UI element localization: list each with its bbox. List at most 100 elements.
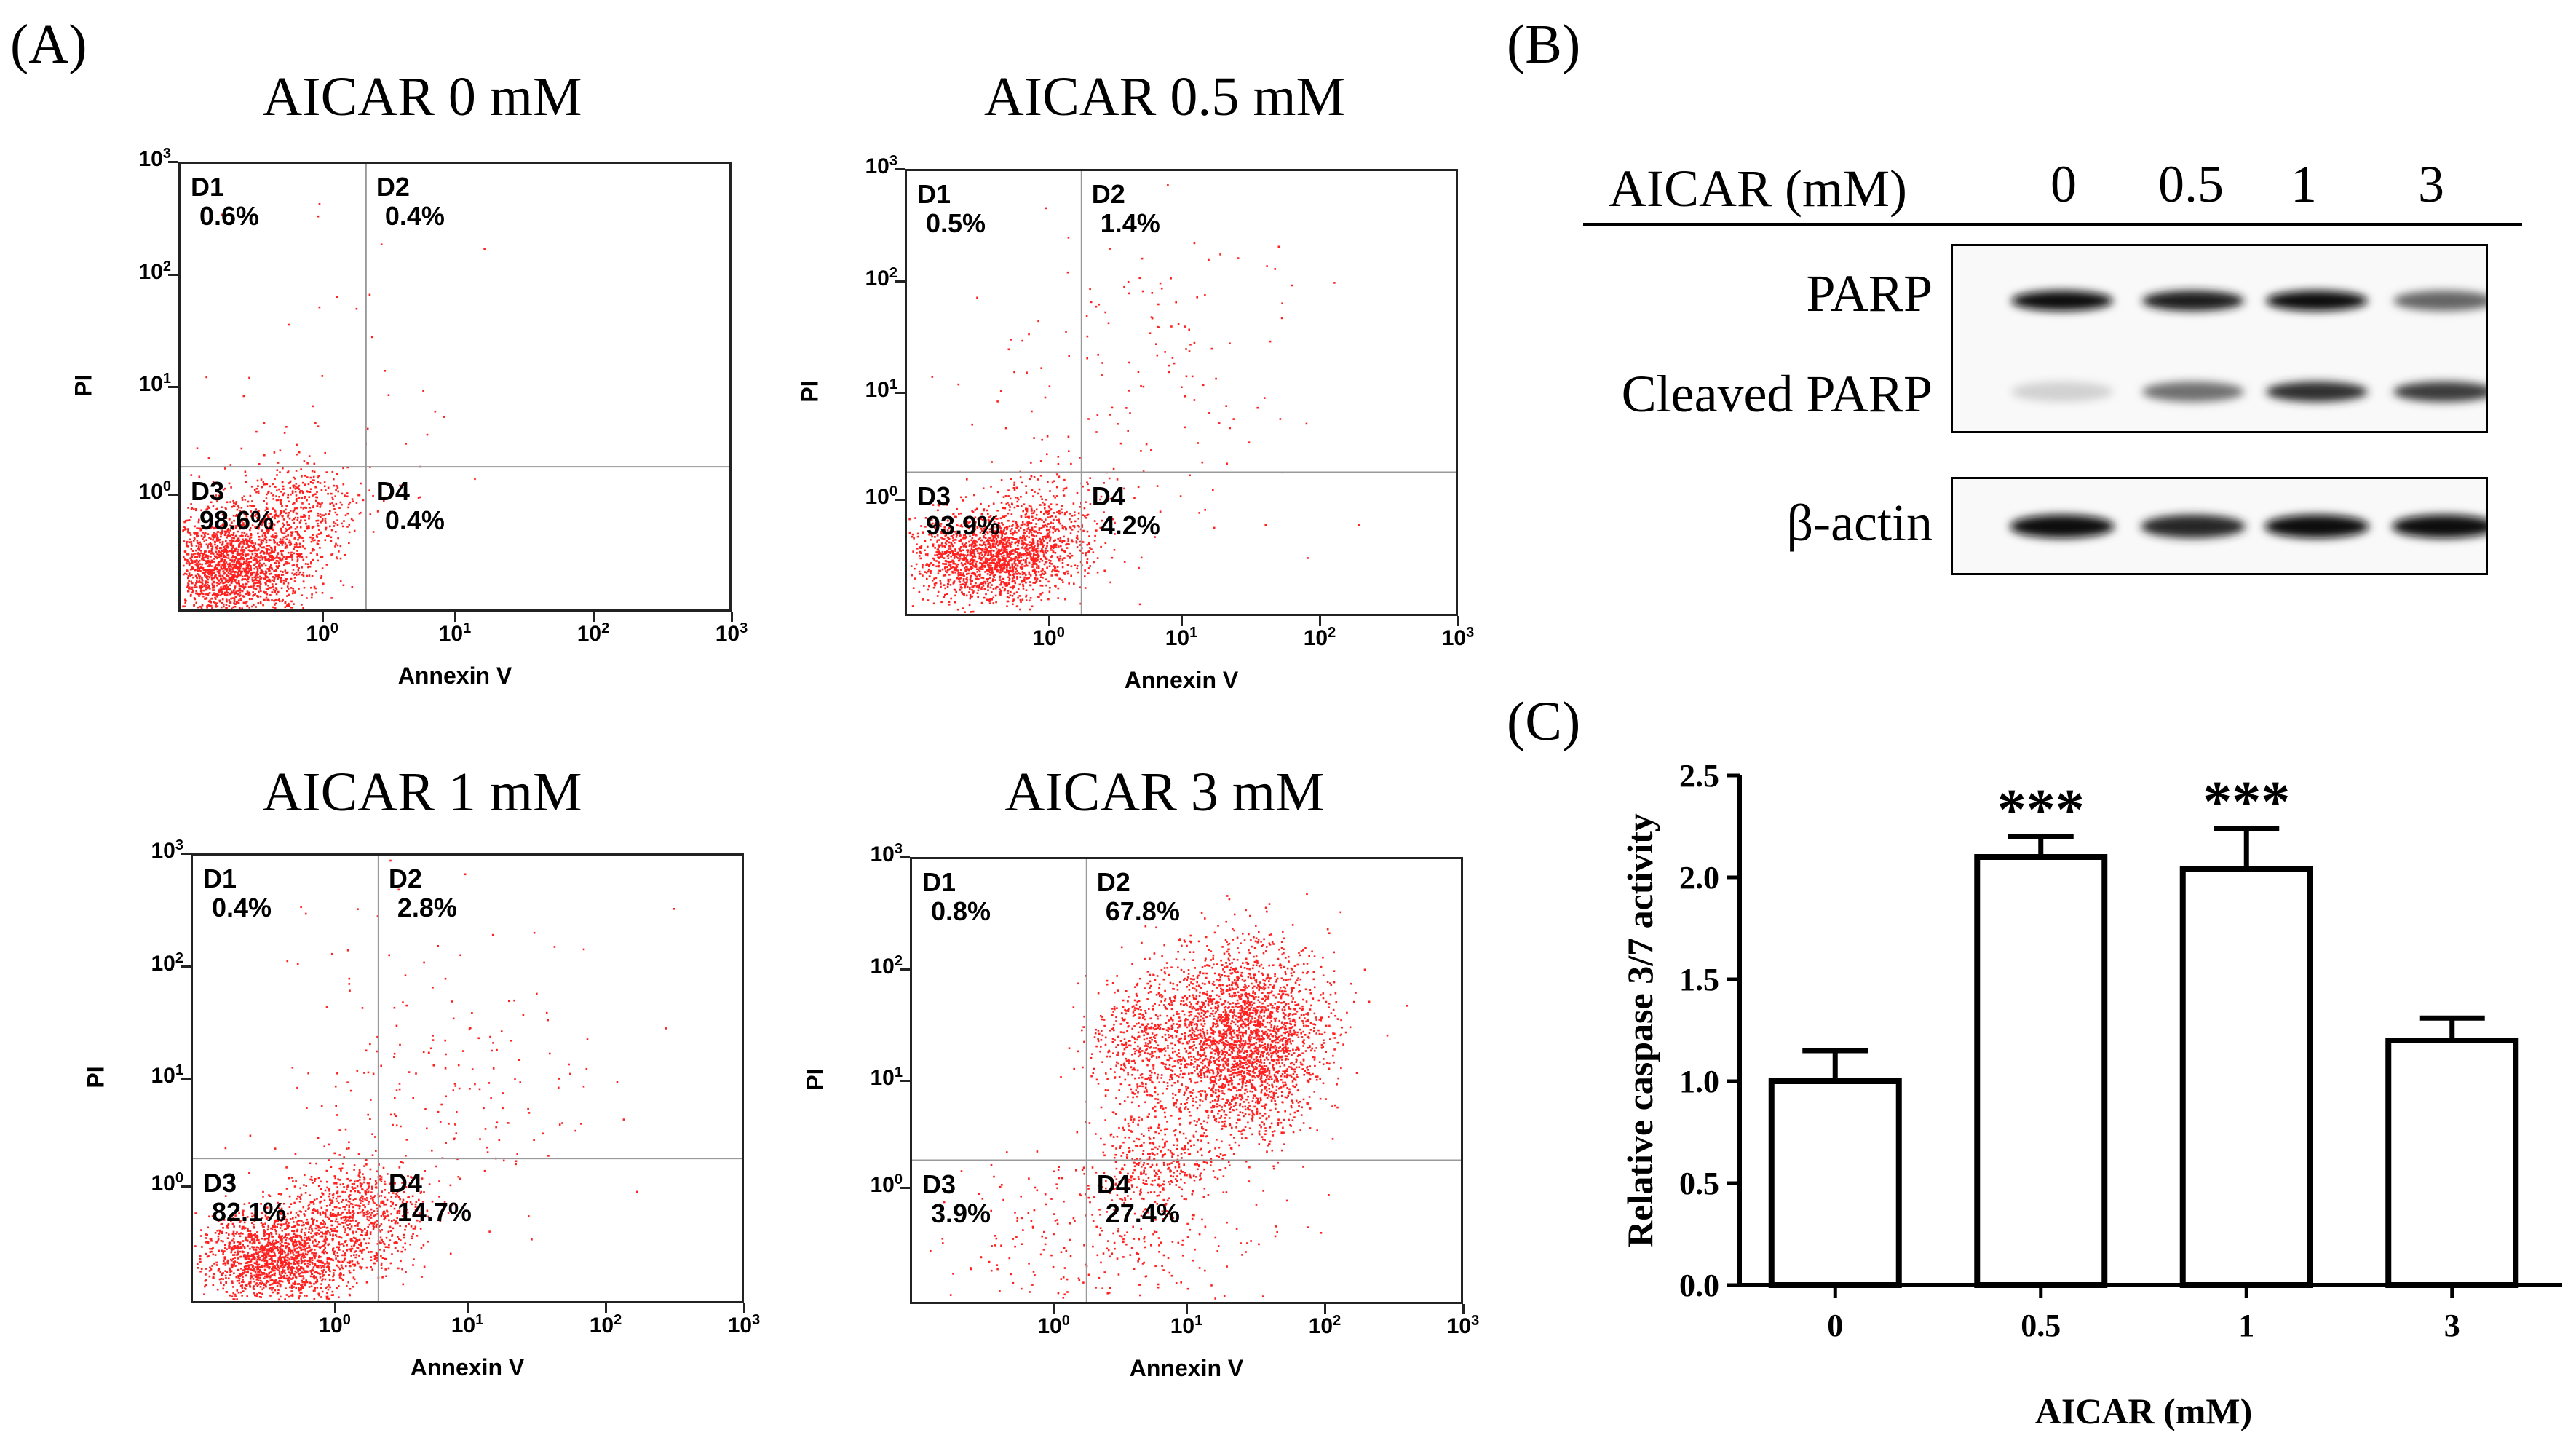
- event-dot: [322, 582, 325, 585]
- event-dot: [1012, 573, 1015, 575]
- event-dot: [247, 545, 250, 547]
- event-dot: [938, 569, 940, 572]
- event-dot: [247, 549, 250, 552]
- event-dot: [1076, 567, 1078, 570]
- event-dot: [282, 467, 284, 470]
- event-dot: [936, 553, 938, 556]
- event-dot: [1025, 543, 1027, 545]
- event-dot: [356, 1240, 359, 1243]
- event-dot: [966, 549, 968, 551]
- event-dot: [954, 568, 956, 571]
- event-dot: [269, 485, 271, 488]
- event-dot: [267, 1239, 270, 1241]
- event-dot: [1061, 561, 1064, 564]
- event-dot: [306, 1242, 308, 1244]
- event-dot: [1079, 540, 1082, 543]
- event-dot: [315, 499, 317, 502]
- event-dot: [279, 1283, 282, 1286]
- event-dot: [1041, 498, 1043, 500]
- event-dot: [285, 558, 288, 560]
- event-dot: [1041, 585, 1044, 587]
- event-dot: [280, 1256, 282, 1259]
- event-dot: [290, 1256, 293, 1258]
- event-dot: [331, 553, 334, 555]
- event-dot: [270, 554, 272, 557]
- event-dot: [216, 605, 219, 607]
- event-dot: [222, 550, 224, 552]
- event-dot: [978, 585, 980, 588]
- event-dot: [298, 488, 300, 490]
- event-dot: [951, 551, 954, 553]
- event-dot: [1046, 510, 1049, 513]
- event-dot: [296, 532, 299, 534]
- event-dot: [1057, 587, 1060, 590]
- event-dot: [1039, 495, 1042, 498]
- event-dot: [299, 526, 302, 529]
- event-dot: [311, 470, 314, 473]
- event-dot: [210, 598, 213, 600]
- event-dot: [1066, 271, 1069, 274]
- event-dot: [202, 559, 205, 561]
- x-tick-mark: [454, 612, 456, 622]
- event-dot: [258, 1265, 261, 1268]
- event-dot: [1061, 540, 1063, 542]
- event-dot: [244, 569, 246, 572]
- event-dot: [324, 1241, 327, 1243]
- event-dot: [285, 538, 288, 540]
- event-dot: [250, 574, 252, 577]
- event-dot: [288, 528, 290, 530]
- event-dot: [195, 549, 197, 552]
- event-dot: [1035, 580, 1038, 582]
- event-dot: [999, 579, 1002, 581]
- event-dot: [1019, 598, 1022, 601]
- y-axis-name: PI: [70, 374, 97, 397]
- event-dot: [221, 555, 223, 558]
- event-dot: [957, 383, 960, 386]
- event-dot: [317, 425, 320, 427]
- event-dot: [213, 533, 215, 536]
- event-dot: [949, 525, 952, 527]
- event-dot: [1029, 584, 1031, 587]
- event-dot: [976, 584, 979, 587]
- event-dot: [1052, 550, 1055, 553]
- event-dot: [1040, 599, 1043, 601]
- event-dot: [249, 505, 251, 507]
- event-dot: [197, 564, 199, 566]
- event-dot: [284, 1236, 286, 1239]
- event-dot: [216, 593, 219, 596]
- event-dot: [288, 562, 290, 565]
- event-dot: [210, 565, 213, 567]
- event-dot: [241, 575, 244, 578]
- event-dot: [1052, 531, 1054, 534]
- event-dot: [263, 577, 266, 580]
- event-dot: [254, 1283, 257, 1286]
- event-dot: [283, 564, 285, 566]
- event-dot: [976, 527, 979, 529]
- event-dot: [250, 1212, 253, 1215]
- event-dot: [266, 550, 268, 553]
- event-dot: [225, 548, 228, 551]
- event-dot: [256, 517, 258, 519]
- event-dot: [352, 1263, 354, 1266]
- event-dot: [210, 553, 213, 555]
- event-dot: [295, 564, 298, 567]
- event-dot: [320, 504, 322, 506]
- event-dot: [239, 521, 242, 524]
- event-dot: [221, 540, 224, 543]
- event-dot: [312, 494, 314, 497]
- event-dot: [191, 545, 193, 547]
- event-dot: [293, 573, 295, 576]
- event-dot: [323, 481, 326, 483]
- event-dot: [205, 582, 207, 584]
- event-dot: [270, 492, 273, 494]
- event-dot: [254, 588, 257, 590]
- event-dot: [242, 578, 245, 581]
- event-dot: [217, 531, 220, 533]
- event-dot: [308, 496, 311, 498]
- event-dot: [1010, 543, 1013, 545]
- event-dot: [1033, 560, 1036, 563]
- event-dot: [1034, 491, 1036, 493]
- event-dot: [984, 533, 987, 536]
- event-dot: [280, 529, 282, 531]
- event-dot: [246, 525, 249, 527]
